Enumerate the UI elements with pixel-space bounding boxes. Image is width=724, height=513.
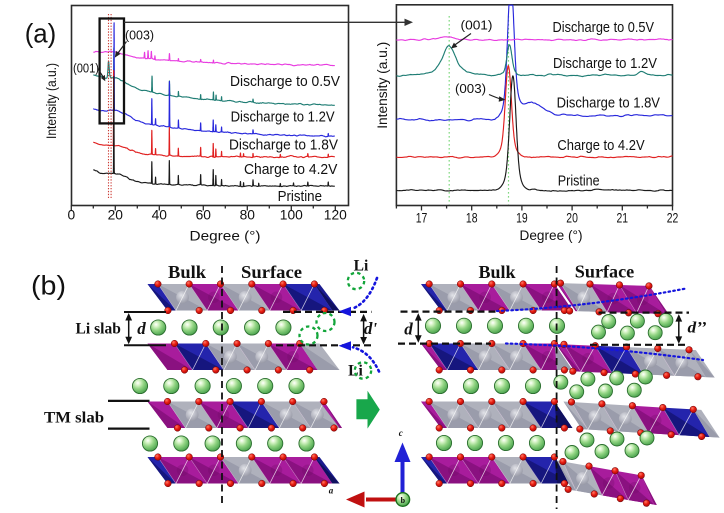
svg-text:Pristine: Pristine [278,189,322,205]
svg-text:Surface: Surface [241,262,302,282]
svg-text:21: 21 [617,211,629,226]
svg-text:d': d' [364,319,378,338]
svg-text:d: d [137,319,146,338]
svg-text:Degree (°): Degree (°) [520,228,583,243]
svg-text:(b): (b) [31,271,66,301]
svg-text:Li: Li [354,258,369,275]
svg-text:Discharge to 0.5V: Discharge to 0.5V [553,20,655,36]
svg-text:(001): (001) [461,18,493,33]
svg-text:TM slab: TM slab [44,410,104,427]
svg-text:(a): (a) [25,19,57,49]
svg-text:80: 80 [240,208,256,223]
svg-text:(001): (001) [73,60,99,75]
svg-text:Discharge to 0.5V: Discharge to 0.5V [230,74,340,90]
svg-text:17: 17 [416,211,428,226]
svg-text:Discharge to 1.2V: Discharge to 1.2V [231,110,335,126]
svg-text:Discharge to 1.8V: Discharge to 1.8V [229,137,338,153]
svg-text:22: 22 [667,211,679,226]
svg-text:Charge to 4.2V: Charge to 4.2V [244,162,338,178]
svg-text:120: 120 [324,208,347,223]
svg-text:(003): (003) [455,81,486,96]
svg-text:a: a [329,486,334,496]
svg-text:20: 20 [566,211,578,226]
svg-text:Bulk: Bulk [479,262,516,282]
svg-text:19: 19 [516,211,528,226]
svg-text:Degree (°): Degree (°) [190,229,261,244]
svg-text:(003): (003) [125,28,154,43]
svg-text:20: 20 [108,208,124,223]
svg-text:Bulk: Bulk [168,262,206,282]
svg-text:Intensity (a.u.): Intensity (a.u.) [375,42,391,129]
svg-text:Surface: Surface [575,262,635,282]
svg-text:Discharge to 1.2V: Discharge to 1.2V [553,56,657,72]
svg-text:Pristine: Pristine [558,174,600,190]
svg-text:Li: Li [348,363,363,380]
svg-text:100: 100 [280,208,303,223]
svg-text:Li slab: Li slab [76,321,121,338]
svg-text:60: 60 [196,208,212,223]
svg-text:c: c [399,428,403,438]
svg-text:Discharge to 1.8V: Discharge to 1.8V [557,95,661,111]
svg-text:40: 40 [152,208,168,223]
svg-text:d: d [404,320,413,339]
svg-text:Charge to 4.2V: Charge to 4.2V [557,138,644,154]
svg-text:0: 0 [67,208,75,223]
svg-text:18: 18 [466,211,478,226]
svg-text:Intensity (a.u.): Intensity (a.u.) [44,63,60,139]
svg-text:b: b [401,496,406,505]
svg-text:d’’: d’’ [688,320,707,337]
